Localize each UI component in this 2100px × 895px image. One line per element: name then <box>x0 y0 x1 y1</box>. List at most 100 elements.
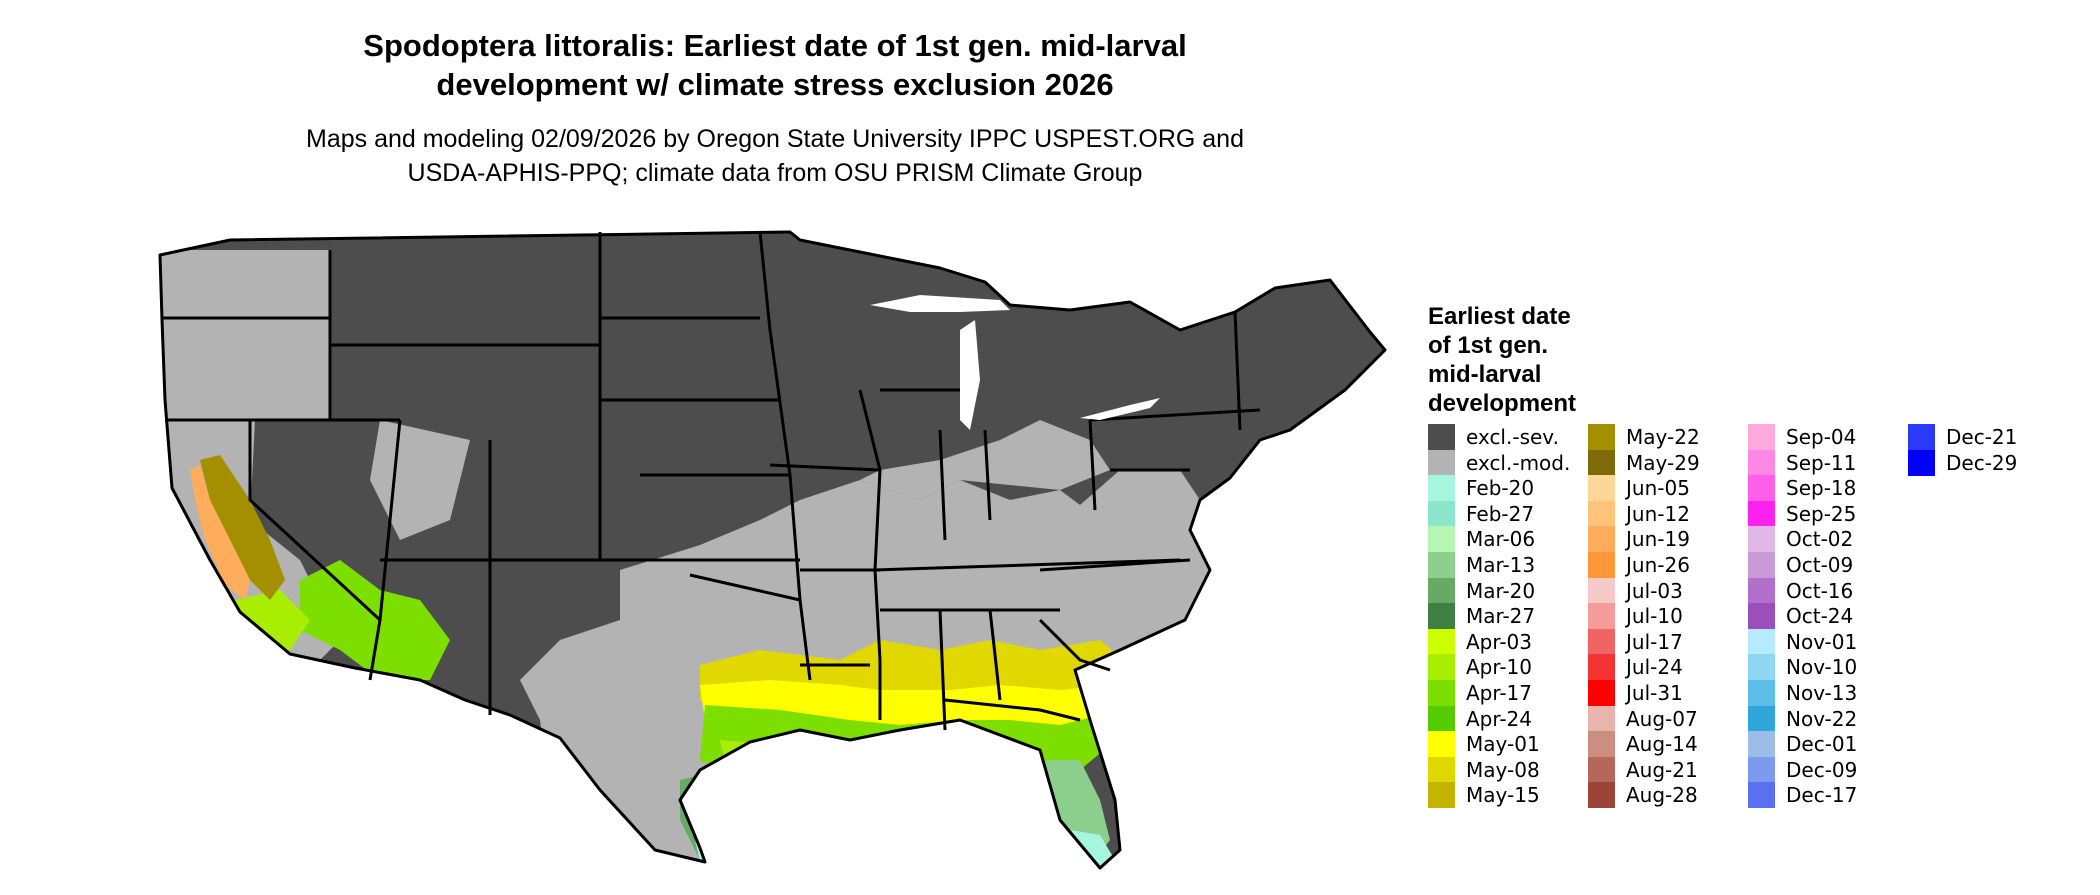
legend-item: Jun-26 <box>1588 552 1690 578</box>
legend-swatch <box>1748 449 1775 476</box>
legend-label: Oct-09 <box>1786 553 1854 577</box>
border-ga-fl <box>944 698 1081 722</box>
border-va-nc <box>1039 558 1191 572</box>
legend-swatch <box>1588 756 1615 783</box>
border-ny-new-england <box>1233 311 1242 431</box>
legend-label: Mar-13 <box>1466 553 1536 577</box>
legend-label: Aug-07 <box>1626 706 1698 731</box>
legend-swatch <box>1428 628 1455 655</box>
legend-label: Jun-12 <box>1626 501 1690 526</box>
legend-item: Aug-21 <box>1588 756 1698 783</box>
legend-title-line-3: mid-larval <box>1428 361 1542 388</box>
legend-label: Jun-05 <box>1626 476 1690 501</box>
legend-swatch <box>1748 654 1775 681</box>
legend-swatch <box>1428 577 1455 604</box>
map-subtitle: Maps and modeling 02/09/2026 by Oregon S… <box>230 122 1320 190</box>
border-in-oh <box>983 429 992 521</box>
legend-swatch <box>1588 782 1615 809</box>
legend-swatch <box>1588 449 1615 476</box>
legend-swatch <box>1428 782 1455 809</box>
border-ms-al <box>938 609 947 731</box>
legend-item: Dec-01 <box>1748 731 1857 758</box>
legend-label: Aug-14 <box>1626 732 1698 757</box>
legend-label: May-15 <box>1466 783 1540 808</box>
legend-title: Earliest date of 1st gen. mid-larval dev… <box>1428 302 1668 418</box>
legend-label: Jun-26 <box>1626 553 1690 577</box>
legend-item: Dec-09 <box>1748 756 1858 783</box>
legend-label: Jun-19 <box>1626 527 1690 552</box>
legend-label: Aug-28 <box>1626 783 1698 808</box>
legend-swatch <box>1588 705 1615 732</box>
legend-item: Dec-17 <box>1748 782 1858 809</box>
lake-michigan <box>960 320 980 430</box>
legend-swatch <box>1588 654 1615 681</box>
legend-item: Dec-29 <box>1908 449 2018 476</box>
legend-label: May-29 <box>1626 450 1700 475</box>
border-ia-mo <box>769 463 881 472</box>
legend-item: Mar-20 <box>1428 577 1536 604</box>
legend-swatch <box>1588 577 1615 604</box>
border-il-in <box>938 429 947 541</box>
legend-item: Mar-06 <box>1428 526 1536 553</box>
legend-item: Apr-24 <box>1428 705 1532 732</box>
legend-item: Jul-24 <box>1588 654 1683 681</box>
legend-item: Oct-24 <box>1748 603 1854 630</box>
legend-label: Aug-21 <box>1626 757 1698 782</box>
legend-swatch <box>1428 756 1455 783</box>
legend-label: Dec-17 <box>1786 783 1858 808</box>
legend-label: Jul-31 <box>1626 681 1683 705</box>
legend-label: Dec-09 <box>1786 757 1858 782</box>
legend-label: Feb-20 <box>1466 476 1535 501</box>
legend-item: Nov-01 <box>1748 628 1857 655</box>
border-pa-ny <box>1089 408 1261 422</box>
legend-label: Jul-17 <box>1626 629 1683 654</box>
legend-swatch <box>1428 424 1455 450</box>
legend-swatch <box>1748 526 1775 553</box>
legend-label: Apr-17 <box>1466 681 1532 705</box>
legend-swatch <box>1428 526 1455 553</box>
legend-label: Apr-24 <box>1466 706 1532 731</box>
zone-jun-coast <box>190 465 250 600</box>
zone-may-central-valley <box>200 455 285 600</box>
legend-label: Apr-03 <box>1466 629 1532 654</box>
legend-item: Nov-10 <box>1748 654 1858 681</box>
map-subtitle-line-1: Maps and modeling 02/09/2026 by Oregon S… <box>306 125 1244 153</box>
legend-swatch <box>1588 500 1615 527</box>
legend-label: Nov-13 <box>1786 681 1858 705</box>
zone-apr10-gulf <box>720 740 940 790</box>
legend-swatch <box>1588 526 1615 553</box>
legend-swatch <box>1748 475 1775 502</box>
legend-item: May-01 <box>1428 731 1540 758</box>
legend-label: excl.-mod. <box>1466 450 1571 475</box>
legend-label: Mar-06 <box>1466 527 1536 552</box>
legend-swatch <box>1748 782 1775 809</box>
legend-swatch <box>1428 705 1455 732</box>
legend-label: Sep-25 <box>1786 501 1857 526</box>
border-ky-tn <box>874 558 1181 572</box>
legend-label: Nov-10 <box>1786 655 1858 680</box>
legend-swatch <box>1588 603 1615 630</box>
legend-swatch <box>1428 603 1455 630</box>
legend-swatch <box>1428 552 1455 578</box>
legend-item: excl.-sev. <box>1428 424 1559 450</box>
map-title-line-2: development w/ climate stress exclusion … <box>436 67 1114 102</box>
legend-swatch <box>1588 424 1615 450</box>
lake-superior <box>870 295 1010 312</box>
legend-item: Sep-25 <box>1748 500 1857 527</box>
legend-item: Nov-13 <box>1748 680 1857 706</box>
legend-label: Oct-24 <box>1786 604 1854 629</box>
map-subtitle-line-2: USDA-APHIS-PPQ; climate data from OSU PR… <box>407 159 1143 187</box>
legend-label: excl.-sev. <box>1466 425 1559 449</box>
legend-swatch <box>1588 552 1615 578</box>
legend-item: Jul-10 <box>1588 603 1683 630</box>
legend-item: Aug-14 <box>1588 731 1698 758</box>
map-title-line-1: Spodoptera littoralis: Earliest date of … <box>363 28 1187 63</box>
legend-label: Dec-29 <box>1946 450 2018 475</box>
legend-item: Jul-17 <box>1588 628 1683 655</box>
legend-item: Apr-10 <box>1428 654 1532 681</box>
legend-label: Nov-22 <box>1786 706 1858 731</box>
legend-item: Sep-18 <box>1748 475 1856 502</box>
legend-label: Mar-20 <box>1466 578 1536 603</box>
legend-swatch <box>1748 680 1775 706</box>
legend-label: Jul-10 <box>1626 604 1683 629</box>
